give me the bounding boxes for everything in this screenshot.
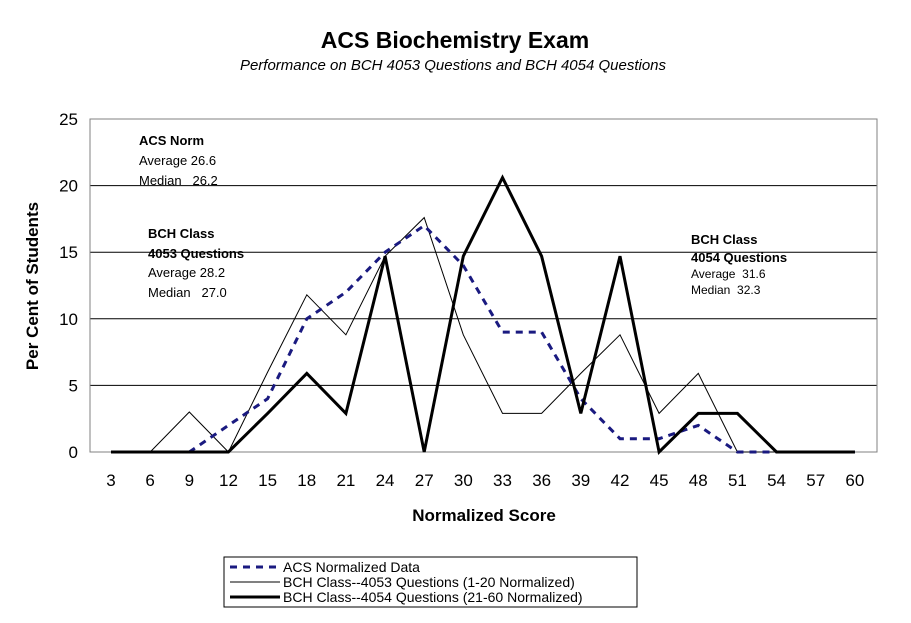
x-tick-label: 3 (106, 471, 115, 490)
y-tick-label: 5 (69, 376, 78, 395)
y-axis-title: Per Cent of Students (23, 202, 42, 370)
x-tick-label: 15 (258, 471, 277, 490)
annotation-4053-head2: 4053 Questions (148, 246, 244, 261)
x-axis-title: Normalized Score (412, 506, 556, 525)
series-lines (111, 174, 855, 456)
annotation-4054-average: Average 31.6 (691, 267, 766, 281)
series-line-thin (111, 216, 855, 453)
y-tick-label: 20 (59, 177, 78, 196)
x-tick-label: 54 (767, 471, 786, 490)
annotation-4053-head1: BCH Class (148, 226, 214, 241)
x-tick-label: 33 (493, 471, 512, 490)
x-tick-label: 48 (689, 471, 708, 490)
y-tick-label: 25 (59, 110, 78, 129)
annotation-acs-head: ACS Norm (139, 133, 204, 148)
annotation-4054-head2: 4054 Questions (691, 250, 787, 265)
annotation-4053-average: Average 28.2 (148, 265, 225, 280)
legend-label-acs: ACS Normalized Data (283, 559, 420, 575)
x-tick-label: 18 (297, 471, 316, 490)
x-tick-label: 39 (571, 471, 590, 490)
annotation-class-4053: BCH Class 4053 Questions Average 28.2 Me… (148, 226, 244, 300)
annotation-acs-norm: ACS Norm Average 26.6 Median 26.2 (139, 133, 218, 188)
legend-box (223, 556, 638, 608)
x-tick-label: 51 (728, 471, 747, 490)
x-tick-label: 12 (219, 471, 238, 490)
x-tick-label: 6 (145, 471, 154, 490)
x-tick-label: 36 (532, 471, 551, 490)
x-tick-label: 9 (185, 471, 194, 490)
x-tick-label: 24 (376, 471, 395, 490)
series-line-thick (111, 174, 855, 456)
x-tick-label: 21 (336, 471, 355, 490)
gridlines (90, 185, 877, 386)
annotation-acs-average: Average 26.6 (139, 153, 216, 168)
annotation-4054-head1: BCH Class (691, 232, 757, 247)
x-tick-label: 57 (806, 471, 825, 490)
annotation-acs-median: Median 26.2 (139, 173, 218, 188)
annotation-4054-median: Median 32.3 (691, 283, 761, 297)
legend: ACS Normalized Data BCH Class--4053 Ques… (223, 556, 638, 608)
legend-label-4053: BCH Class--4053 Questions (1-20 Normaliz… (283, 574, 575, 590)
x-tick-label: 42 (610, 471, 629, 490)
x-tick-label: 30 (454, 471, 473, 490)
y-tick-label: 0 (69, 443, 78, 462)
chart-title: ACS Biochemistry Exam (321, 27, 589, 53)
y-tick-labels: 0 5 10 15 20 25 (59, 110, 78, 462)
annotation-class-4054: BCH Class 4054 Questions Average 31.6 Me… (691, 232, 787, 297)
plot-area (89, 118, 878, 453)
x-tick-label: 45 (650, 471, 669, 490)
x-tick-label: 60 (845, 471, 864, 490)
chart-subtitle: Performance on BCH 4053 Questions and BC… (240, 57, 667, 74)
y-tick-label: 10 (59, 310, 78, 329)
x-tick-labels: 3 6 9 12 15 18 21 24 27 30 33 36 39 42 45 48 51 54 57 60 (106, 471, 864, 490)
x-tick-label: 27 (415, 471, 434, 490)
legend-label-4054: BCH Class--4054 Questions (21-60 Normali… (283, 589, 583, 605)
series-line-dashed (111, 223, 855, 454)
y-tick-label: 15 (59, 243, 78, 262)
annotation-4053-median: Median 27.0 (148, 285, 227, 300)
